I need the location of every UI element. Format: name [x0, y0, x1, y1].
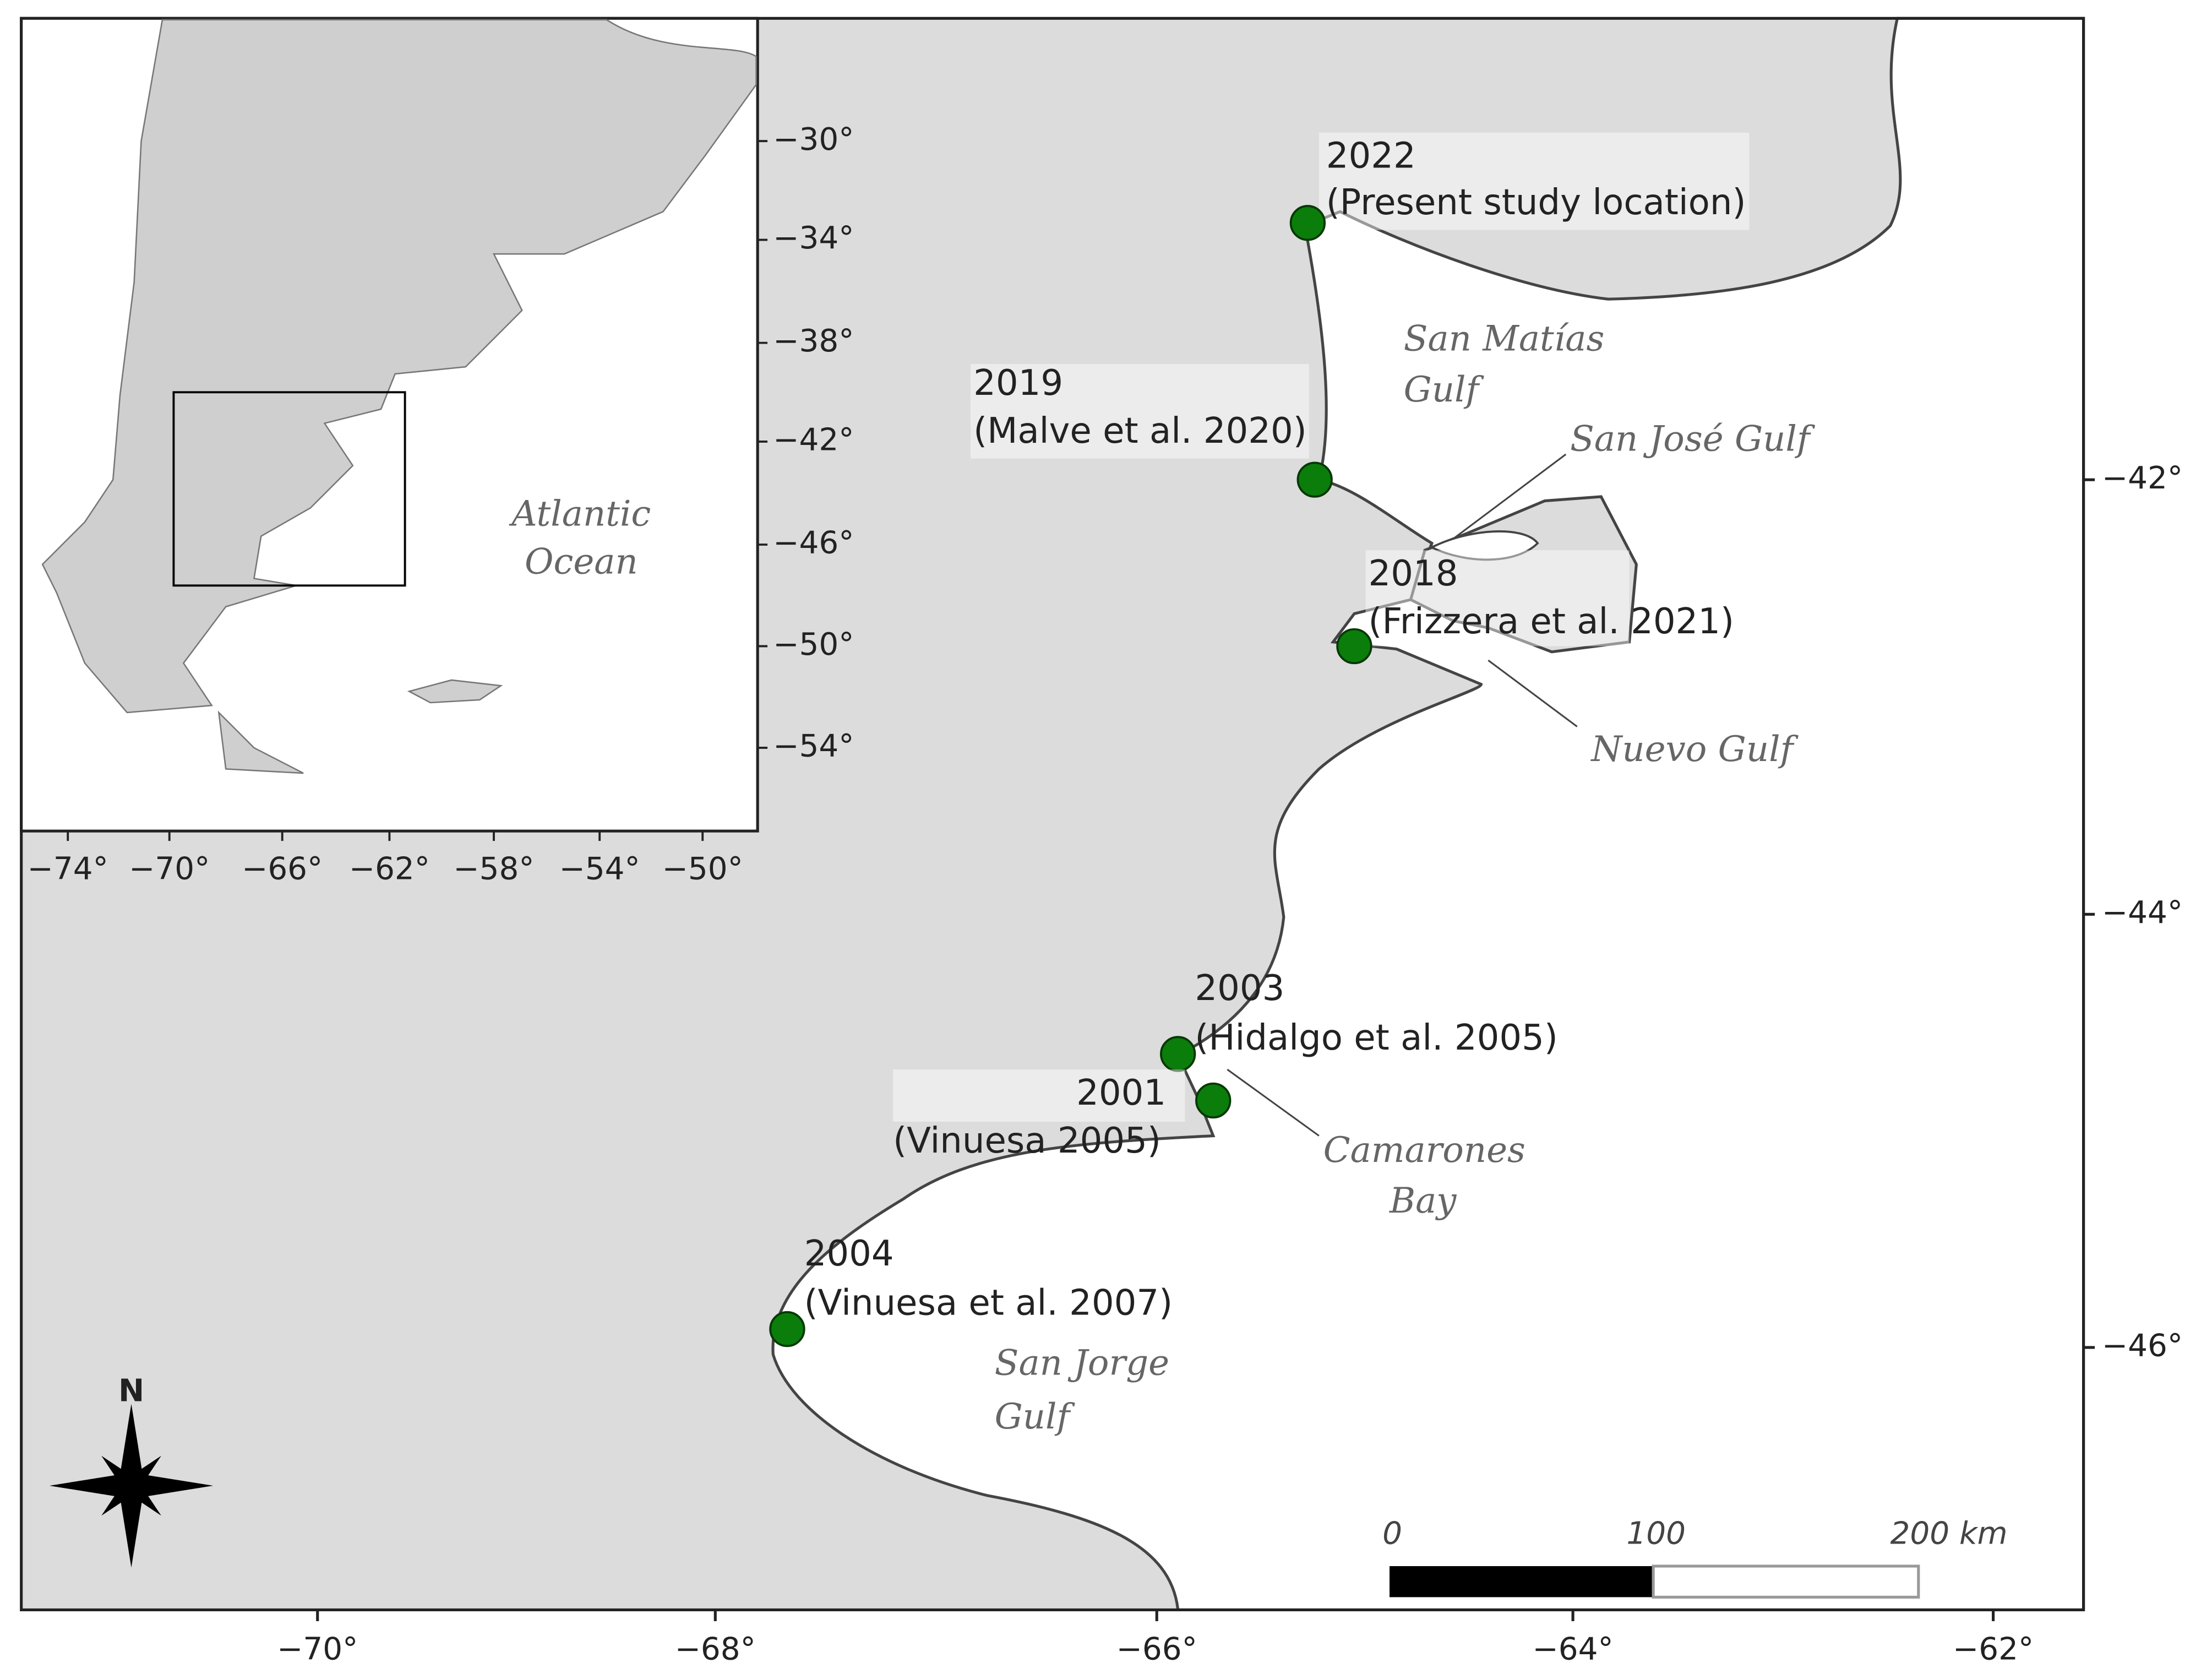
san-jose-gulf-water [1429, 530, 1539, 561]
inset-lon-tick-label: −66° [242, 851, 323, 887]
lon-tick-label: −68° [675, 1631, 756, 1667]
label-background [893, 1069, 1185, 1122]
label-background [1365, 550, 1630, 646]
site-marker [1160, 1036, 1196, 1072]
label-background [971, 364, 1309, 459]
inset-lon-tick-label: −58° [453, 851, 534, 887]
lon-tick-label: −64° [1533, 1631, 1614, 1667]
water-body-label: San José Gulf [1570, 419, 1816, 459]
site-year: 2001 [1076, 1073, 1166, 1113]
sea [771, 17, 2085, 1612]
scale-bar-segment [1389, 1566, 1654, 1598]
lon-tick-label: −70° [277, 1631, 358, 1667]
leader-lines [1227, 453, 1578, 1137]
inset-lat-tick-label: −50° [773, 627, 854, 662]
inset-lon-tick-label: −50° [662, 851, 743, 887]
inset-lat-tick-label: −54° [773, 729, 854, 764]
site-year: 2003 [1195, 968, 1284, 1009]
scale-bar-segment [1652, 1564, 1920, 1599]
water-body-label: San Jorge [995, 1343, 1169, 1384]
site-year: 2018 [1369, 553, 1458, 594]
site-marker [1195, 1082, 1232, 1119]
north-arrow: N [49, 1373, 214, 1568]
inset-lat-tick-label: −30° [773, 122, 854, 157]
inset-land [41, 19, 757, 714]
lon-tick-label: −66° [1116, 1631, 1197, 1667]
inset-lat-tick-label: −34° [773, 220, 854, 256]
inset-lon-tick-label: −54° [559, 851, 640, 887]
water-body-label: Bay [1389, 1181, 1457, 1221]
tierra-del-fuego [217, 710, 304, 774]
water-body-label: San Matías [1404, 319, 1605, 360]
inset-lat-tick-label: −42° [773, 422, 854, 458]
site-marker [769, 1311, 805, 1347]
scale-label: 100 [1626, 1515, 1686, 1551]
inset-lon-tick-label: −62° [349, 851, 430, 887]
site-marker [1336, 628, 1372, 665]
ocean-label: Atlantic [509, 493, 651, 534]
site-year: 2004 [804, 1234, 894, 1274]
site-reference: (Hidalgo et al. 2005) [1195, 1018, 1557, 1058]
site-reference: (Malve et al. 2020) [973, 411, 1307, 452]
leader-line [1452, 453, 1567, 540]
lon-tick-label: −62° [1953, 1631, 2034, 1667]
water-body-label: Gulf [1404, 370, 1485, 410]
lat-tick-label: −44° [2102, 895, 2183, 931]
study-area-box [172, 391, 406, 587]
site-reference: (Frizzera et al. 2021) [1369, 601, 1735, 642]
site-reference: (Present study location) [1326, 182, 1746, 223]
water-body-label: Gulf [995, 1397, 1076, 1437]
scale-label: 200 km [1890, 1515, 2008, 1551]
inset-lat-tick-label: −46° [773, 525, 854, 561]
inset-lon-tick-label: −74° [28, 851, 108, 887]
inset-lat-tick-label: −38° [773, 323, 854, 359]
site-year: 2022 [1326, 136, 1416, 177]
site-marker [1296, 461, 1333, 498]
inset-lon-tick-label: −70° [129, 851, 210, 887]
leader-line [1227, 1068, 1320, 1137]
site-reference: (Vinuesa 2005) [893, 1121, 1161, 1161]
site-reference: (Vinuesa et al. 2007) [804, 1283, 1173, 1324]
label-background [1319, 132, 1750, 230]
compass-star-diagonal [101, 1455, 161, 1516]
ocean-label: Ocean [525, 541, 638, 582]
site-year: 2019 [973, 363, 1063, 404]
lat-tick-label: −42° [2102, 460, 2183, 496]
site-marker [1289, 205, 1326, 241]
water-body-label: Nuevo Gulf [1590, 729, 1799, 770]
water-body-label: Camarones [1323, 1130, 1525, 1171]
leader-line [1488, 659, 1578, 727]
lat-tick-label: −46° [2102, 1328, 2183, 1364]
scale-label: 0 [1382, 1515, 1402, 1551]
falkland-islands [407, 679, 503, 704]
compass-label: N [118, 1373, 144, 1409]
